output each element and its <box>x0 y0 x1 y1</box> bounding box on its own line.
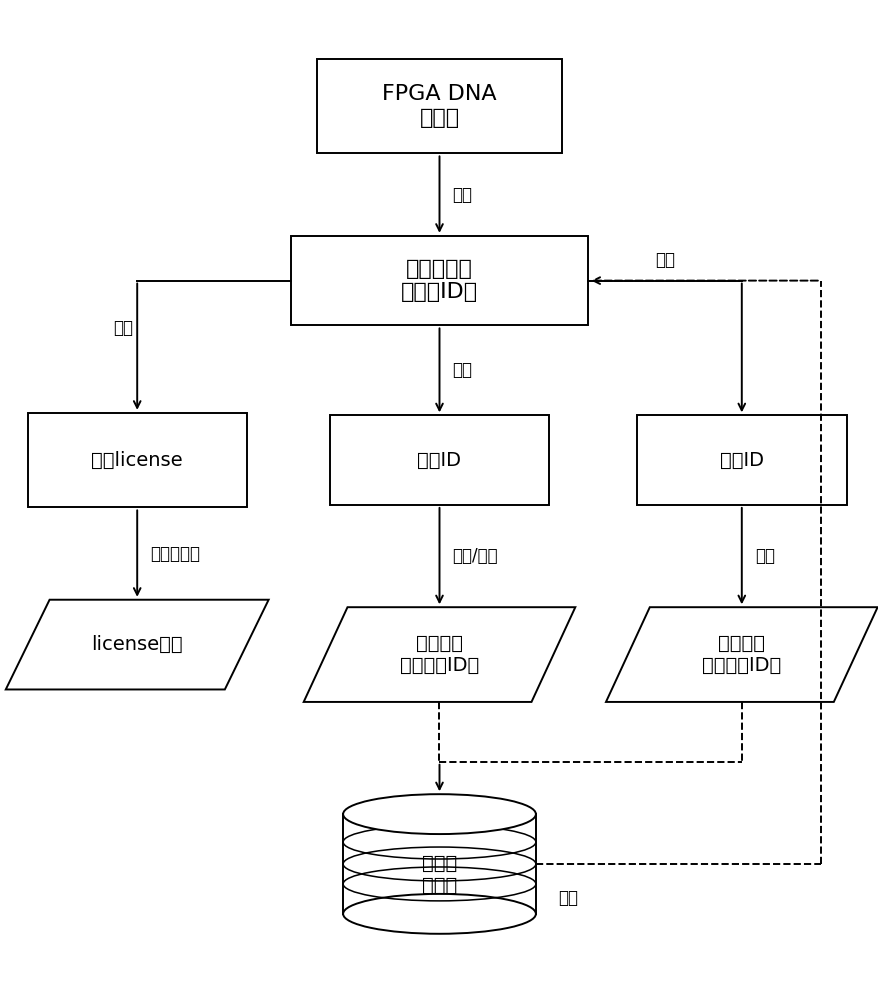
Text: 出厂前保存: 出厂前保存 <box>150 545 200 563</box>
Bar <box>329 415 549 505</box>
Text: 关联: 关联 <box>558 889 577 907</box>
Text: 转换: 转换 <box>452 186 472 204</box>
Bar <box>342 814 536 914</box>
Text: license文件: license文件 <box>91 635 183 654</box>
Text: 日志ID: 日志ID <box>719 451 763 470</box>
Ellipse shape <box>342 794 536 834</box>
Text: 记录: 记录 <box>754 547 774 565</box>
Text: 日志文件
（含日志ID）: 日志文件 （含日志ID） <box>702 634 781 675</box>
Text: 机器识别码
（机器ID）: 机器识别码 （机器ID） <box>400 259 478 302</box>
Text: FPGA DNA
序列号: FPGA DNA 序列号 <box>382 84 496 128</box>
Text: 转换: 转换 <box>112 319 133 337</box>
Text: 图像文件
（含图像ID）: 图像文件 （含图像ID） <box>399 634 479 675</box>
Bar <box>27 413 247 507</box>
Ellipse shape <box>342 894 536 934</box>
Polygon shape <box>303 607 575 702</box>
Bar <box>291 236 587 325</box>
Polygon shape <box>605 607 876 702</box>
Polygon shape <box>6 600 269 689</box>
Bar <box>636 415 846 505</box>
Text: 转换: 转换 <box>654 251 674 269</box>
Text: 探测器
数据库: 探测器 数据库 <box>421 853 457 894</box>
Text: 取图/加密: 取图/加密 <box>452 547 498 565</box>
Bar <box>316 59 562 153</box>
Text: 图像ID: 图像ID <box>417 451 461 470</box>
Text: 系统license: 系统license <box>91 451 183 470</box>
Text: 转换: 转换 <box>452 361 472 379</box>
